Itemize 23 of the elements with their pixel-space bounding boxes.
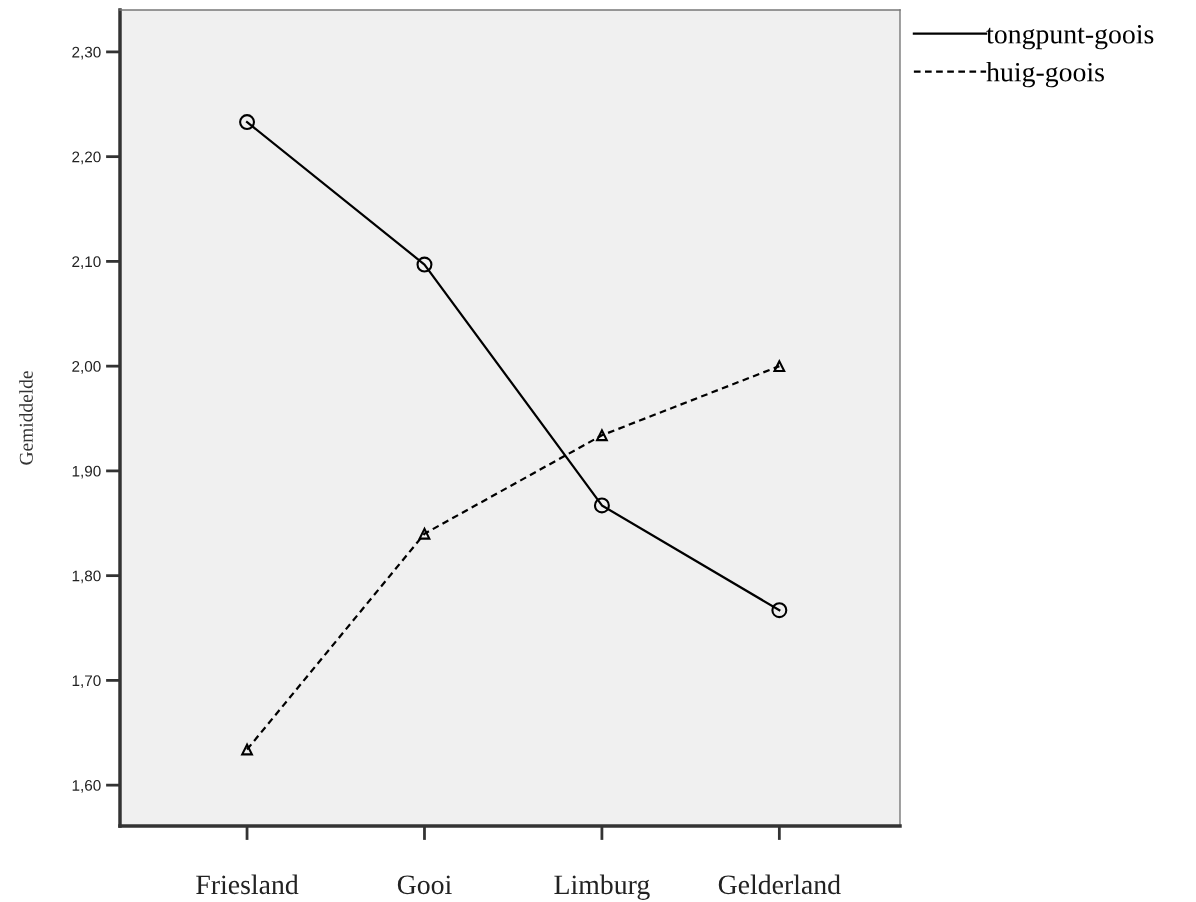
y-tick-label: 1,90 (72, 465, 101, 479)
y-tick-label: 2,20 (72, 151, 101, 165)
point (416, 256, 433, 273)
y-tick-label: 1,60 (72, 780, 101, 793)
y-tick-label: 1,70 (72, 675, 101, 688)
x-tick-label: Gelderland (718, 874, 841, 895)
point (239, 114, 256, 131)
x-tick-label: Friesland (196, 874, 299, 895)
legend-label: huig-goois (986, 62, 1104, 88)
point (773, 360, 786, 373)
y-axis-title: Gemiddelde (19, 371, 33, 465)
point (241, 743, 253, 756)
point (418, 527, 431, 540)
legend-label: tongpunt-goois (986, 24, 1154, 50)
point (593, 497, 610, 514)
y-tick-label: 1,80 (72, 570, 101, 584)
x-tick-label: Limburg (554, 874, 650, 900)
y-tick-label: 2,30 (72, 46, 101, 60)
y-tick-label: 2,00 (72, 361, 101, 374)
point (771, 602, 788, 619)
x-tick-label: Gooi (397, 875, 452, 895)
point (596, 429, 608, 442)
y-tick-label: 2,10 (72, 256, 101, 269)
